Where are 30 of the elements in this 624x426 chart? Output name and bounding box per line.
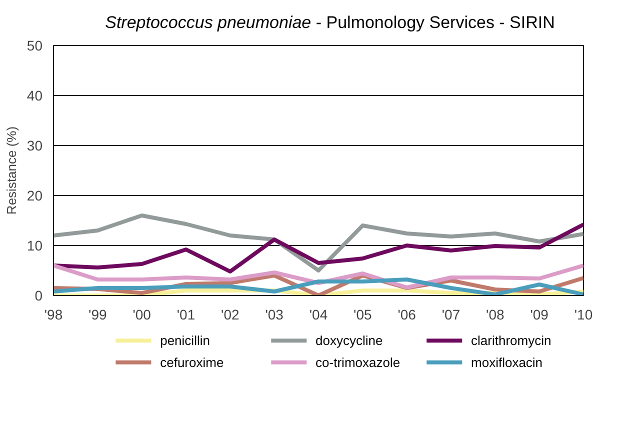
x-tick-label: '00	[132, 306, 152, 322]
chart-title: Streptococcus pneumoniae - Pulmonology Services - SIRIN	[105, 12, 555, 34]
legend-label: co-trimoxazole	[316, 354, 400, 370]
legend-label: moxifloxacin	[471, 354, 543, 370]
legend-label: penicillin	[160, 333, 210, 348]
x-tick-label: '04	[309, 306, 328, 322]
x-tick-label: '07	[442, 306, 460, 322]
legend-label: clarithromycin	[471, 333, 552, 348]
line-series	[54, 264, 584, 290]
line-series	[54, 222, 584, 274]
legend-label: cefuroxime	[160, 354, 224, 370]
legend-label: doxycycline	[316, 333, 383, 348]
y-tick-label: 0	[34, 288, 43, 304]
x-tick-label: '98	[44, 306, 63, 322]
y-tick-label: 40	[26, 88, 43, 104]
y-tick-label: 50	[26, 38, 43, 54]
x-tick-label: '02	[221, 306, 240, 322]
x-tick-label: '01	[176, 306, 196, 322]
y-tick-label: 20	[26, 188, 43, 204]
x-tick-label: '03	[265, 306, 284, 322]
y-axis-title: Resistance (%)	[4, 126, 19, 215]
x-tick-label: '99	[88, 306, 108, 322]
x-tick-label: '09	[530, 306, 549, 322]
x-tick-label: '08	[486, 306, 505, 322]
y-tick-label: 10	[26, 238, 43, 254]
y-tick-label: 30	[26, 138, 43, 154]
x-tick-label: '06	[398, 306, 416, 322]
line-series	[54, 214, 584, 272]
x-tick-label: '05	[354, 306, 372, 322]
x-tick-label: '10	[574, 306, 593, 322]
